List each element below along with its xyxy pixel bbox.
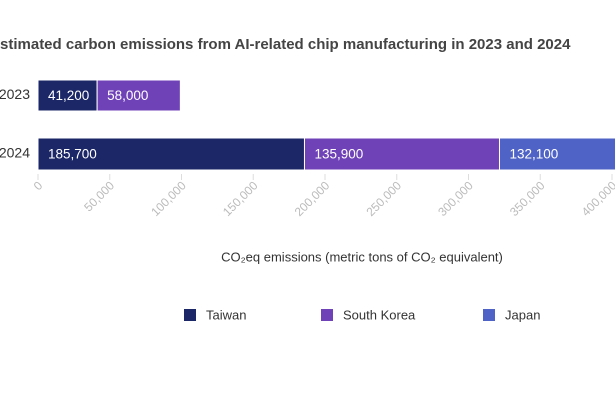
y-tick-label: 2023 [0,86,30,102]
legend-swatch [483,309,495,321]
x-tick-label: 400,000 [579,178,615,219]
legend-label: Japan [505,307,540,322]
legend-label: Taiwan [206,307,246,322]
x-tick-label: 250,000 [364,178,405,219]
bar-label: 41,200 [48,88,89,103]
bar [303,137,500,171]
x-tick-label: 100,000 [148,178,189,219]
bar [498,137,615,171]
x-tick-label: 150,000 [220,178,261,219]
bar-label: 185,700 [48,147,97,162]
chart-title: Estimated carbon emissions from AI-relat… [0,36,571,53]
bar [37,137,305,171]
x-tick-label: 0 [31,178,46,193]
x-tick-label: 350,000 [507,178,548,219]
bar-label: 132,100 [509,147,558,162]
legend-swatch [321,309,333,321]
x-tick-label: 300,000 [435,178,476,219]
x-axis-label: CO₂eq emissions (metric tons of CO₂ equi… [221,249,503,264]
legend-swatch [184,309,196,321]
legend-label: South Korea [343,307,416,322]
bar-label: 135,900 [314,147,363,162]
y-tick-label: 2024 [0,145,30,161]
x-tick-label: 200,000 [292,178,333,219]
bar [96,79,181,112]
bar-label: 58,000 [107,88,148,103]
x-tick-label: 50,000 [81,178,117,214]
